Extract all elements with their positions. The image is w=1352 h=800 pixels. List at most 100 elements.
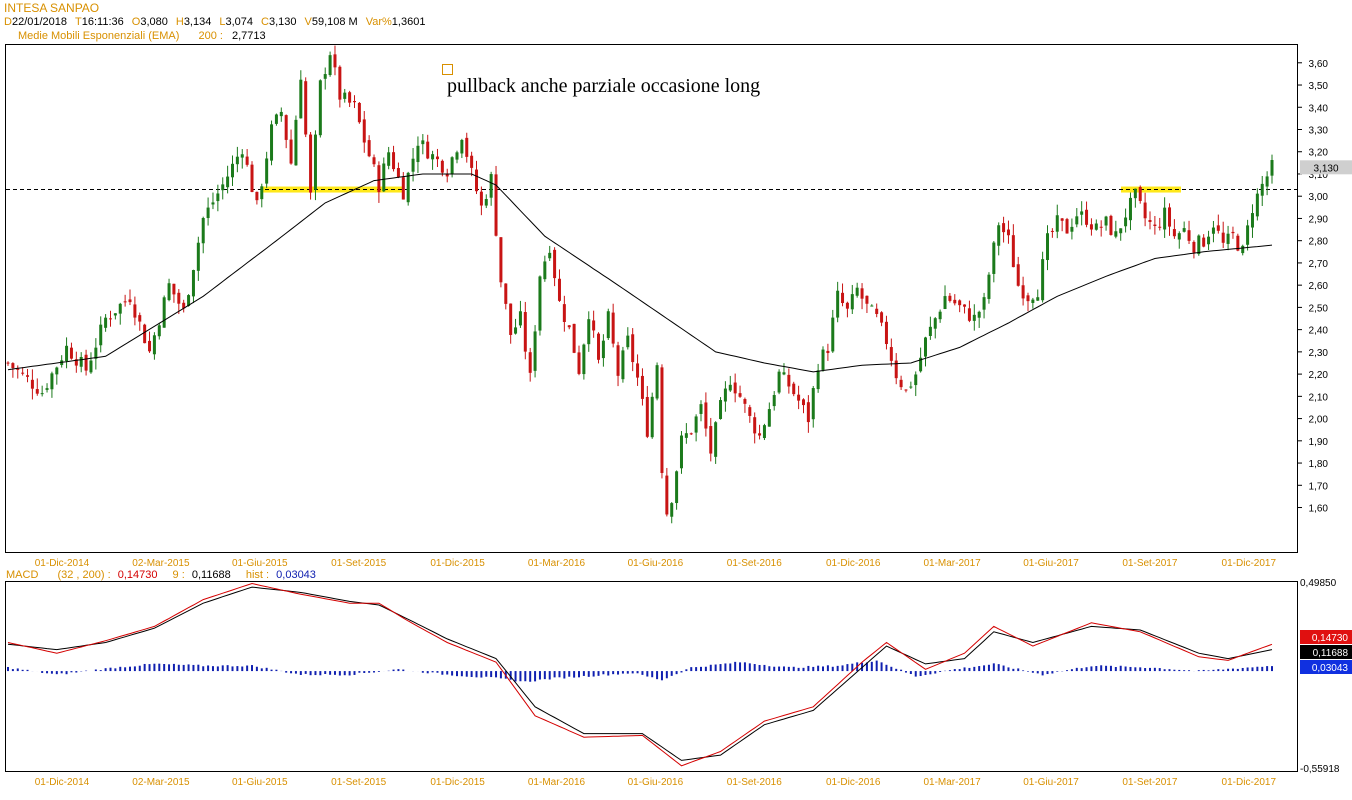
candle-body [1168, 207, 1172, 227]
candle-body [684, 433, 688, 438]
candle-body [509, 303, 513, 335]
macd-x-tick-label: 02-Mar-2015 [132, 777, 190, 788]
candle-body [914, 374, 918, 386]
candle-body [313, 134, 317, 190]
ema-value: 2,7713 [232, 30, 266, 42]
price-x-tick-label: 01-Set-2016 [727, 558, 782, 569]
candle-body [1226, 233, 1230, 244]
candle-body [709, 426, 713, 454]
candle-body [143, 324, 147, 344]
candle-body [475, 169, 479, 192]
candle-body [1177, 233, 1181, 240]
macd-x-tick-label: 01-Giu-2017 [1023, 777, 1079, 788]
hist-value-badge [1300, 660, 1352, 674]
candle-body [836, 290, 840, 318]
axis-layer: 1,60 1,70 1,80 1,90 2,00 2,10 2,20 2,30 2,40 2,50… [35, 59, 1352, 788]
candle-body [699, 404, 703, 414]
macd-x-tick-label: 01-Mar-2016 [528, 777, 586, 788]
candle-body [211, 202, 215, 205]
candle-body [401, 177, 405, 200]
candle-body [987, 274, 991, 299]
candle-body [606, 311, 610, 339]
candle-body [35, 389, 39, 394]
candle-body [226, 176, 230, 188]
candle-body [748, 407, 752, 416]
candle-body [567, 325, 571, 328]
candle-body [118, 303, 122, 314]
candle-body [30, 379, 34, 389]
candle-body [1246, 225, 1250, 245]
price-y-tick-label: 2,30 [1309, 348, 1329, 359]
candle-body [1109, 215, 1113, 235]
candle-body [514, 327, 518, 334]
candle-body [11, 363, 15, 369]
candle-body [889, 347, 893, 361]
candle-body [353, 101, 357, 103]
quote-label-d: D [4, 16, 12, 28]
candle-body [845, 302, 849, 309]
candle-body [1041, 259, 1045, 301]
candle-body [309, 134, 313, 193]
candle-body [860, 288, 864, 299]
candle-body [665, 475, 669, 515]
candle-body [1094, 223, 1098, 230]
candle-body [152, 335, 156, 355]
price-y-tick-label: 2,50 [1309, 303, 1329, 314]
candle-body [484, 198, 488, 206]
quote-value-t: 16:11:36 [81, 16, 124, 28]
candle-body [138, 315, 142, 322]
quote-value-c: 3,130 [268, 16, 297, 28]
signal-value-badge [1300, 645, 1352, 659]
candle-body [304, 81, 308, 135]
candle-body [1216, 225, 1220, 231]
candle-body [328, 55, 332, 76]
candle-body [1099, 226, 1103, 228]
candle-body [406, 172, 410, 203]
signal-value: 0,11688 [191, 569, 231, 581]
candle-body [963, 304, 967, 307]
price-y-tick-label: 3,30 [1309, 126, 1329, 137]
candle-body [787, 374, 791, 387]
candle-body [548, 252, 552, 259]
macd-x-tick-label: 01-Set-2016 [727, 777, 782, 788]
price-y-tick-label: 2,00 [1309, 415, 1329, 426]
candle-body [553, 249, 557, 279]
ema-200-line [7, 173, 1273, 373]
price-y-tick-label: 1,70 [1309, 481, 1329, 492]
candle-body [1260, 183, 1264, 196]
candle-body [777, 371, 781, 393]
candle-body [250, 164, 254, 192]
candle-body [1016, 264, 1020, 286]
candle-body [201, 218, 205, 244]
candle-body [806, 402, 810, 423]
candle-body [465, 137, 469, 157]
signal-value-badge-text: 0,11688 [1313, 648, 1349, 659]
candle-body [387, 152, 391, 166]
candle-body [714, 422, 718, 457]
quote-label-t: T [75, 16, 82, 28]
candle-body [172, 283, 176, 295]
candle-body [977, 311, 981, 318]
signal-label: 9 : [172, 569, 185, 581]
candle-body [597, 333, 601, 360]
quote-value-l: 3,074 [225, 16, 253, 28]
candle-body [953, 299, 957, 304]
candle-body [660, 367, 664, 473]
candle-body [89, 360, 93, 373]
macd-x-tick-label: 01-Dic-2016 [826, 777, 881, 788]
candle-body [1241, 245, 1245, 254]
price-y-tick-label: 3,60 [1309, 59, 1329, 70]
candle-body [216, 193, 220, 202]
quote-value-o: 3,080 [140, 16, 168, 28]
candle-body [1128, 197, 1132, 221]
candle-body [543, 261, 547, 280]
price-y-tick-label: 1,90 [1309, 437, 1329, 448]
candle-body [538, 276, 542, 331]
candle-body [992, 242, 996, 274]
candle-body [811, 388, 815, 420]
candle-body [767, 409, 771, 427]
candle-body [572, 323, 576, 353]
candle-body [1070, 226, 1074, 232]
candle-body [235, 156, 239, 165]
macd-y-tick-label-bottom: -0,55918 [1300, 764, 1340, 775]
